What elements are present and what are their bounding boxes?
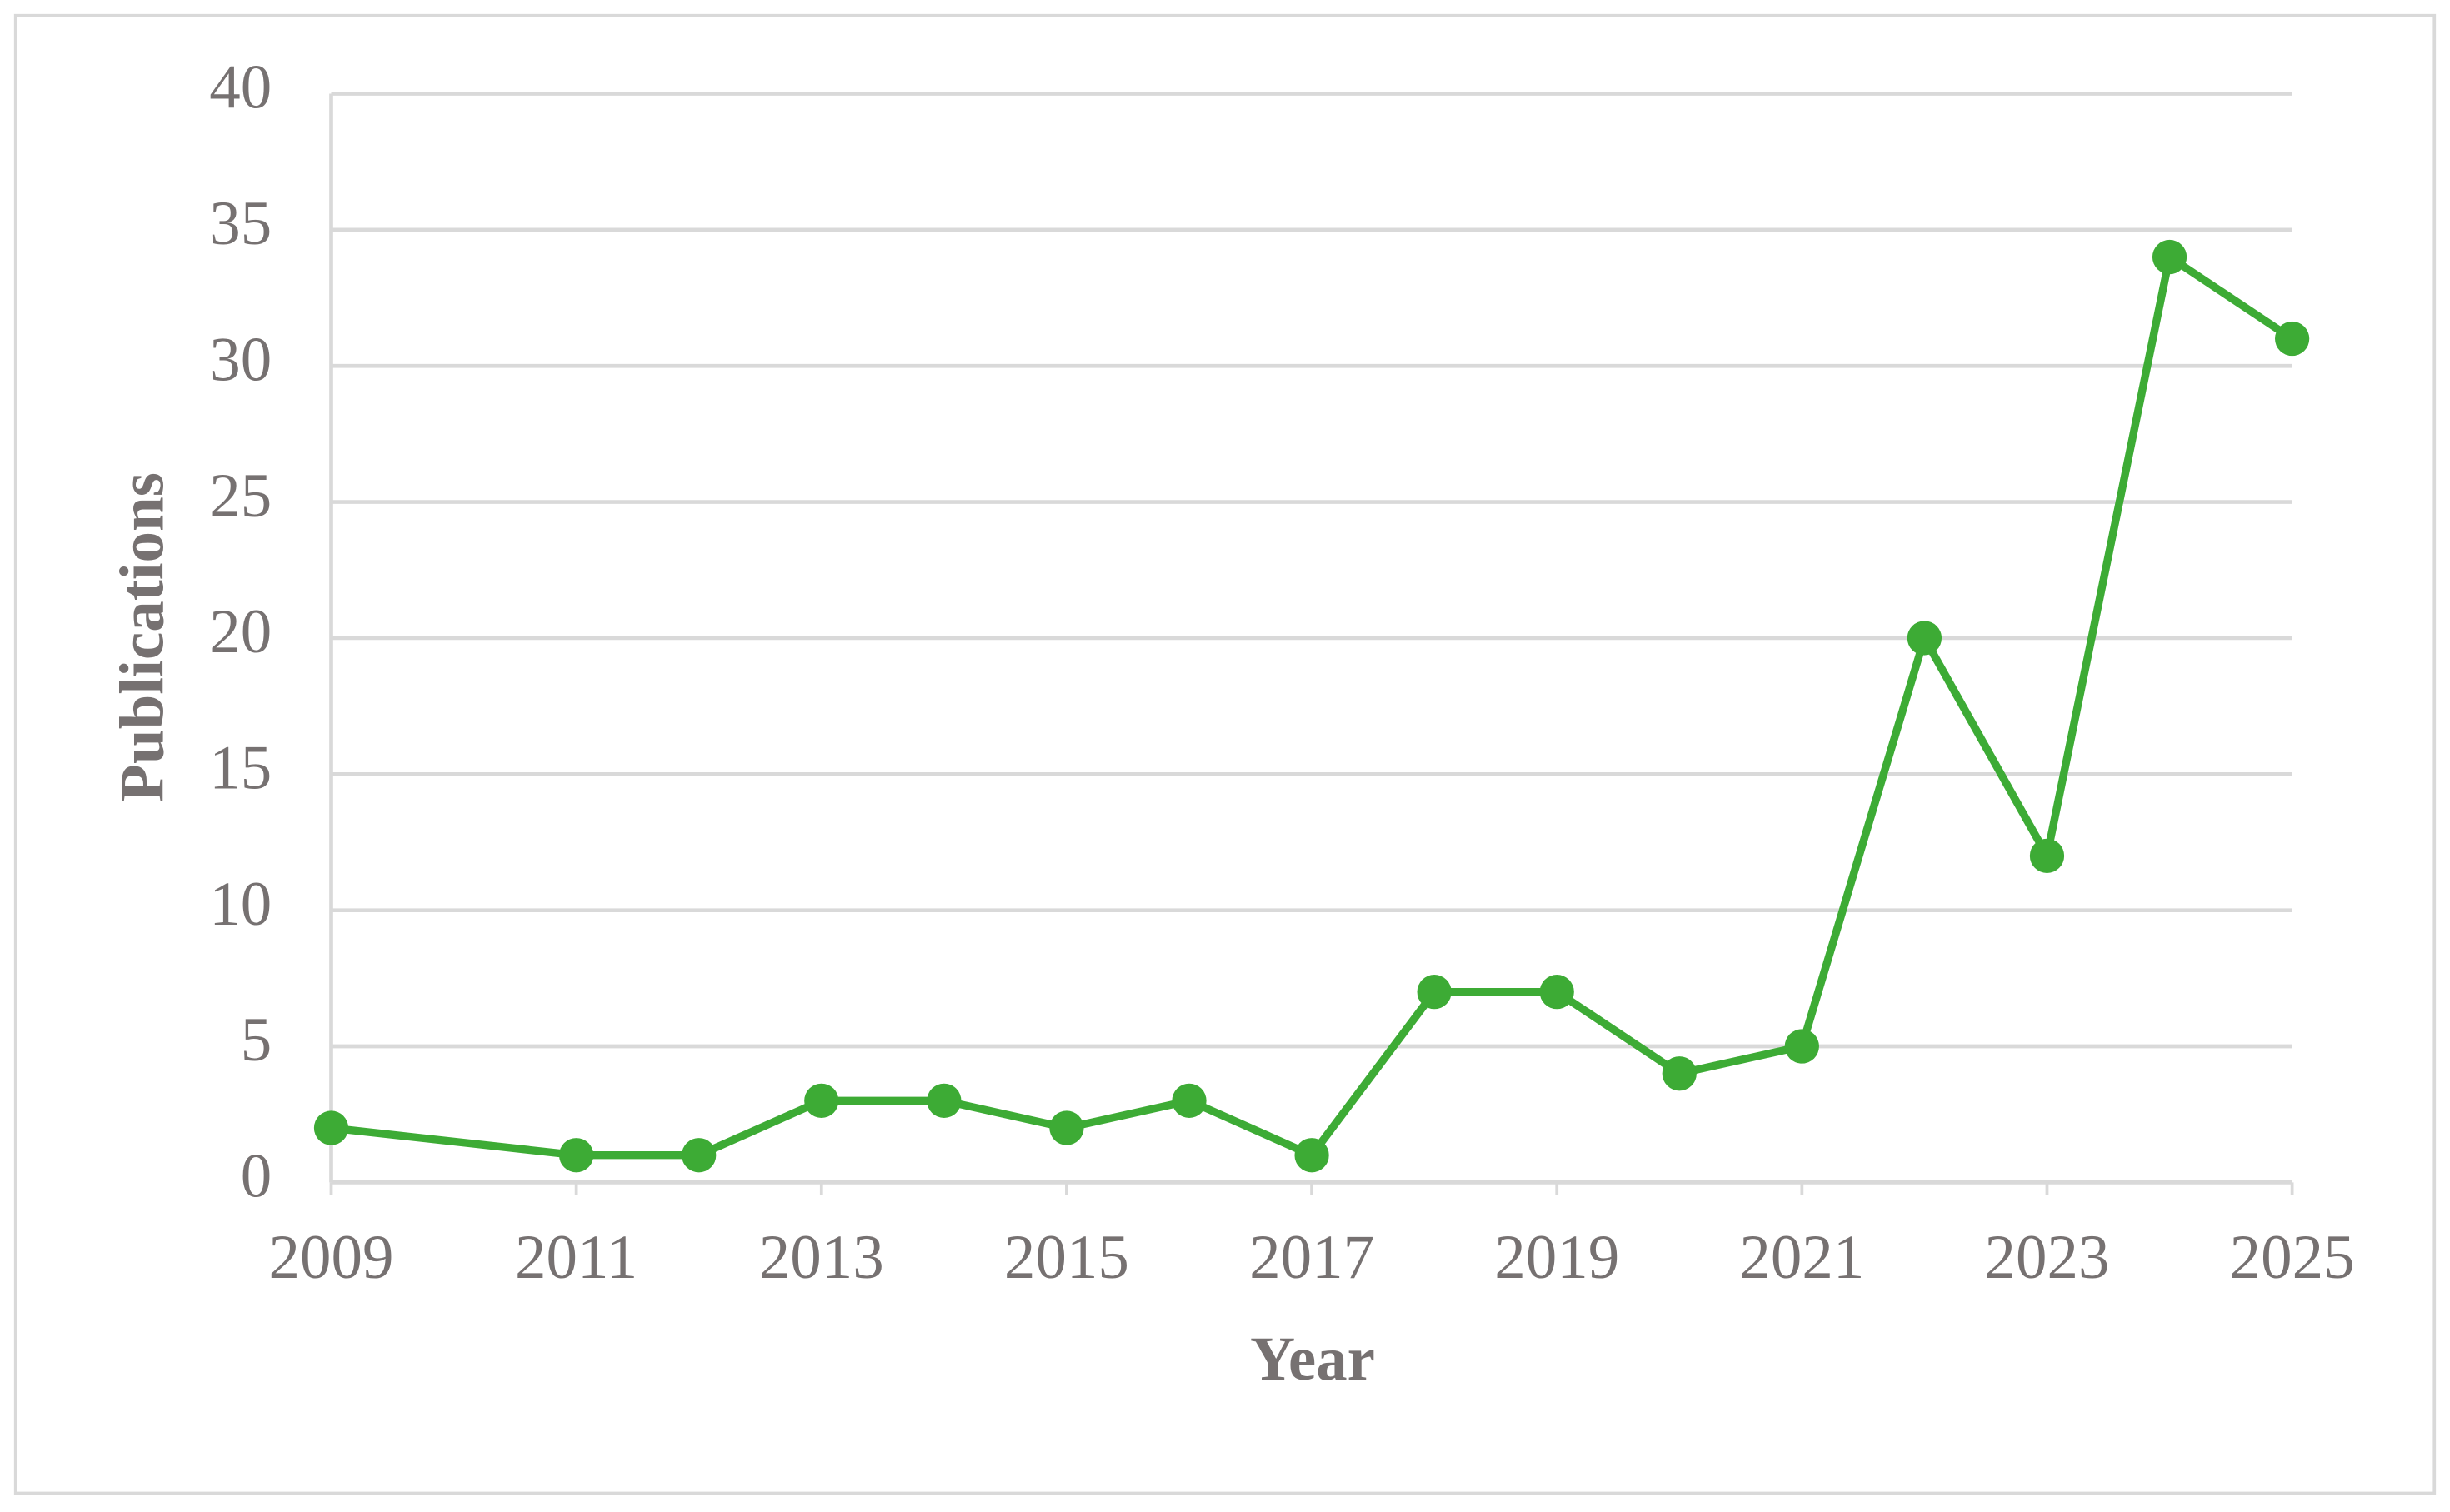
marker [2029,838,2065,873]
marker [2275,321,2310,357]
marker [927,1083,962,1118]
x-axis-title: Year [1250,1325,1375,1394]
marker [682,1138,717,1173]
x-tick-label: 2025 [2230,1223,2355,1292]
marker [1784,1029,1819,1064]
x-tick-label: 2009 [269,1223,394,1292]
y-tick-label: 15 [209,734,272,803]
y-tick-label: 35 [209,189,272,258]
x-tick-label: 2013 [759,1223,884,1292]
y-tick-label: 25 [209,462,272,531]
marker [1417,975,1452,1010]
y-tick-label: 40 [209,53,272,122]
x-tick-label: 2015 [1004,1223,1129,1292]
y-axis-title: Publications [108,472,177,802]
marker [1172,1083,1207,1118]
marker [804,1083,839,1118]
x-tick-label: 2019 [1494,1223,1619,1292]
line [330,252,2295,1160]
marker [559,1138,594,1173]
x-tick-label: 2021 [1739,1223,1864,1292]
marker [1049,1110,1084,1145]
marker [1907,621,1942,656]
y-tick-label: 0 [241,1142,272,1211]
y-tick-label: 30 [209,325,272,394]
chart-frame [13,13,2437,1495]
x-tick-label: 2023 [1984,1223,2109,1292]
x-tick-label: 2011 [515,1223,638,1292]
marker [2152,239,2188,275]
y-tick-label: 5 [241,1006,272,1075]
y-tick-label: 20 [209,597,272,666]
y-tick-label: 10 [209,870,272,939]
marker [313,1110,349,1145]
marker [1662,1056,1697,1091]
x-tick-label: 2017 [1249,1223,1374,1292]
marker [1294,1138,1329,1173]
marker [1539,975,1574,1010]
